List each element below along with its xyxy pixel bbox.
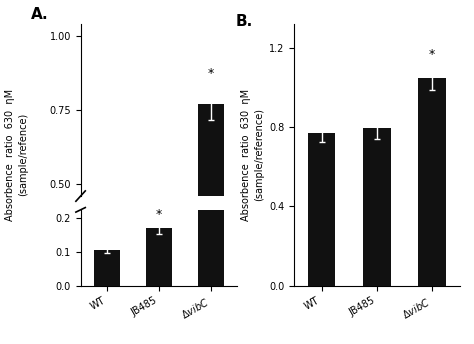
Bar bbox=[198, 26, 224, 286]
Bar bbox=[308, 133, 335, 286]
Text: B.: B. bbox=[236, 14, 253, 29]
Text: *: * bbox=[155, 207, 162, 221]
Bar bbox=[94, 301, 119, 333]
Y-axis label: Absorbence  ratio  630  ηM
(sample/reference): Absorbence ratio 630 ηM (sample/referenc… bbox=[241, 89, 264, 221]
Text: Absorbence  ratio  630  ηM
(sample/refence): Absorbence ratio 630 ηM (sample/refence) bbox=[5, 89, 28, 221]
Bar bbox=[146, 282, 172, 333]
Text: *: * bbox=[208, 67, 214, 80]
Text: A.: A. bbox=[30, 7, 48, 22]
Text: *: * bbox=[429, 48, 435, 61]
Bar bbox=[198, 104, 224, 333]
Bar bbox=[146, 228, 172, 286]
Bar bbox=[418, 77, 446, 286]
Bar bbox=[363, 128, 391, 286]
Bar bbox=[94, 250, 119, 286]
